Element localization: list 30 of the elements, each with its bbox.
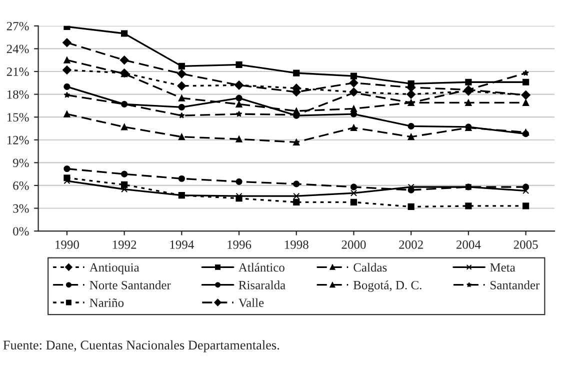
y-tick-label: 21% [6, 68, 29, 76]
x-tick-label: 2004 [456, 240, 481, 249]
source-note: Fuente: Dane, Cuentas Nacionales Departamentales. [3, 340, 280, 352]
legend-label: Nariño [90, 298, 124, 308]
legend-label: Atlántico [238, 262, 284, 272]
x-tick-label: 1990 [56, 240, 79, 249]
legend-label: Norte Santander [90, 280, 171, 290]
legend-label: Antioquia [89, 263, 140, 274]
y-tick-label: 9% [12, 158, 29, 168]
legend-label: Risaralda [238, 280, 286, 290]
y-tick-label: 15% [7, 113, 29, 122]
x-tick-label: 1992 [112, 240, 136, 249]
x-tick-label: 2000 [342, 240, 366, 249]
legend-label: Caldas [354, 262, 387, 272]
x-tick-label: 1994 [170, 240, 194, 249]
legend-label: Valle [238, 298, 264, 308]
x-tick-label: 1996 [228, 240, 252, 249]
y-tick-label: 6% [13, 181, 29, 190]
x-tick-label: 1998 [284, 240, 308, 249]
legend-label: Santander [490, 280, 540, 290]
y-tick-label: 0% [13, 227, 29, 236]
y-tick-label: 12% [7, 136, 29, 144]
x-tick-label: 2005 [514, 240, 538, 249]
legend-label: Meta [490, 263, 516, 272]
y-tick-label: 27% [6, 22, 29, 30]
y-tick-label: 3% [13, 204, 29, 213]
y-tick-label: 24% [6, 44, 29, 54]
y-tick-label: 18% [7, 90, 29, 99]
legend-label: Bogotá, D. C. [353, 280, 422, 292]
x-tick-label: 2002 [399, 240, 423, 249]
